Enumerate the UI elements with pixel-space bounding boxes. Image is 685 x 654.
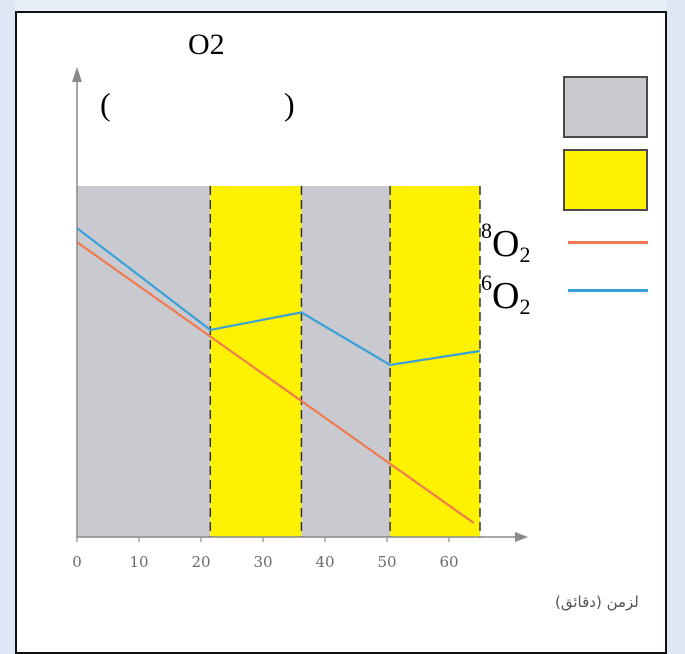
period-bands <box>77 186 481 537</box>
period-band-1 <box>210 186 302 537</box>
y-axis-title: O2 <box>188 28 225 61</box>
x-tick-label-2: 20 <box>191 553 210 571</box>
y-axis-paren-left: ( <box>100 86 111 122</box>
x-axis-arrow <box>515 532 528 542</box>
series-line-18O2 <box>76 241 475 524</box>
period-band-0 <box>77 186 211 537</box>
y-axis-arrow <box>72 67 82 82</box>
period-band-2 <box>301 186 391 537</box>
period-band-3 <box>390 186 480 537</box>
x-ticks: 0 10 20 30 40 50 60 <box>72 537 459 571</box>
legend-o16-element: O <box>492 275 520 317</box>
series-line-16O2 <box>76 227 481 367</box>
x-tick-label-3: 30 <box>253 553 272 571</box>
background-stripe-right <box>667 0 685 654</box>
background-stripe-left <box>0 0 15 654</box>
series-lines <box>76 227 481 524</box>
x-tick-label-1: 10 <box>129 553 148 571</box>
x-tick-label-6: 60 <box>439 553 458 571</box>
legend-swatch-light-period <box>563 149 648 211</box>
legend-line-o16 <box>568 289 648 292</box>
legend-swatch-dark-period <box>563 76 648 138</box>
y-axis-paren-right: ) <box>284 86 295 122</box>
x-tick-label-4: 40 <box>315 553 334 571</box>
x-axis-label: لزمن (دقائق) <box>555 593 639 611</box>
x-tick-label-5: 50 <box>377 553 396 571</box>
legend-o16-subscript: 2 <box>519 294 531 319</box>
legend-o18-element: O <box>492 223 520 265</box>
legend-o18-subscript: 2 <box>519 242 531 267</box>
axes <box>72 67 528 542</box>
x-tick-label-0: 0 <box>72 553 82 571</box>
legend-line-o18 <box>568 241 648 244</box>
